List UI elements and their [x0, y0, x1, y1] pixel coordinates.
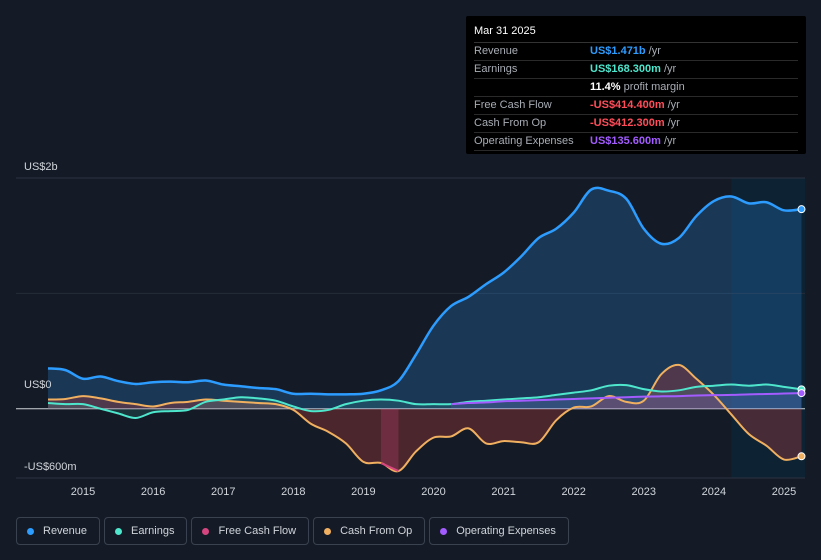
- tooltip-unit: /yr: [663, 135, 677, 147]
- x-tick-label: 2022: [561, 486, 585, 498]
- tooltip-row-opex: Operating Expenses US$135.600m /yr: [474, 133, 798, 151]
- legend-item-revenue[interactable]: Revenue: [16, 517, 101, 545]
- y-tick-label-top: US$2b: [24, 161, 58, 173]
- x-tick-label: 2019: [351, 486, 375, 498]
- tooltip-value: US$135.600m: [590, 135, 661, 147]
- operating-expenses-line: [450, 392, 802, 406]
- tooltip-value: US$1.471b: [590, 45, 646, 57]
- data-tooltip: Mar 31 2025 Revenue US$1.471b /yr Earnin…: [466, 16, 806, 154]
- x-tick-label: 2023: [632, 486, 656, 498]
- x-tick-label: 2021: [491, 486, 515, 498]
- legend-label: Earnings: [131, 525, 175, 537]
- tooltip-row-earnings: Earnings US$168.300m /yr: [474, 61, 798, 79]
- tooltip-unit: /yr: [667, 99, 680, 111]
- tooltip-value: -US$412.300m: [590, 117, 665, 129]
- tooltip-label: Cash From Op: [474, 117, 547, 129]
- legend-item-earnings[interactable]: Earnings: [104, 517, 188, 545]
- tooltip-unit: /yr: [648, 45, 661, 57]
- legend-item-cash-from-op[interactable]: Cash From Op: [313, 517, 426, 545]
- x-tick-label: 2025: [772, 486, 796, 498]
- x-tick-label: 2018: [281, 486, 305, 498]
- tooltip-label: Earnings: [474, 63, 518, 75]
- chart-area: US$2b US$0 -US$600m 2015 2016 2017 2018 2019…: [16, 161, 806, 498]
- x-tick-label: 2016: [141, 486, 165, 498]
- y-tick-label-bottom: -US$600m: [24, 461, 77, 473]
- tooltip-label: Operating Expenses: [474, 135, 574, 147]
- revenue-line: [47, 186, 802, 396]
- tooltip-value: 11.4%: [590, 81, 621, 93]
- tooltip-label: Revenue: [474, 45, 519, 57]
- earnings-dot-icon: [115, 527, 123, 535]
- cash-from-op-endpoint: [797, 452, 806, 461]
- free-cash-flow-line: [380, 462, 399, 472]
- revenue-area: [48, 187, 802, 409]
- chart-legend: Revenue Earnings Free Cash Flow Cash Fro…: [16, 517, 573, 545]
- revenue-dot-icon: [27, 527, 34, 535]
- tooltip-date: Mar 31 2025: [474, 24, 798, 43]
- cash-from-op-line: [47, 363, 802, 473]
- legend-label: Revenue: [43, 525, 88, 537]
- legend-item-free-cash-flow[interactable]: Free Cash Flow: [191, 517, 310, 545]
- x-tick-label: 2017: [211, 486, 235, 498]
- legend-label: Cash From Op: [340, 525, 413, 537]
- x-tick-label: 2024: [702, 486, 726, 498]
- operating-expenses-endpoint: [797, 389, 806, 398]
- earnings-area: [48, 384, 802, 419]
- x-tick-label: 2020: [421, 486, 445, 498]
- x-tick-label: 2015: [71, 486, 95, 498]
- operating-expenses-dot-icon: [440, 527, 448, 535]
- cash-from-op-area: [48, 364, 802, 472]
- earnings-line: [47, 383, 802, 420]
- tooltip-row-margin: 11.4% profit margin: [474, 79, 798, 97]
- tooltip-unit: profit margin: [623, 81, 685, 93]
- tooltip-row-fcf: Free Cash Flow -US$414.400m /yr: [474, 97, 798, 115]
- tooltip-row-revenue: Revenue US$1.471b /yr: [474, 43, 798, 61]
- legend-label: Free Cash Flow: [218, 525, 297, 537]
- tooltip-label: [474, 79, 590, 96]
- cash-from-op-dot-icon: [324, 527, 332, 535]
- tooltip-unit: /yr: [663, 63, 677, 75]
- tooltip-label: Free Cash Flow: [474, 99, 552, 111]
- legend-label: Operating Expenses: [456, 525, 556, 537]
- free-cash-flow-area: [380, 408, 399, 472]
- tooltip-value: -US$414.400m: [590, 99, 665, 111]
- revenue-endpoint: [797, 205, 806, 214]
- free-cash-flow-dot-icon: [202, 527, 210, 535]
- tooltip-row-cfo: Cash From Op -US$412.300m /yr: [474, 115, 798, 133]
- tooltip-unit: /yr: [667, 117, 680, 129]
- legend-item-operating-expenses[interactable]: Operating Expenses: [429, 517, 569, 545]
- tooltip-value: US$168.300m: [590, 63, 661, 75]
- y-tick-label-zero: US$0: [24, 379, 52, 391]
